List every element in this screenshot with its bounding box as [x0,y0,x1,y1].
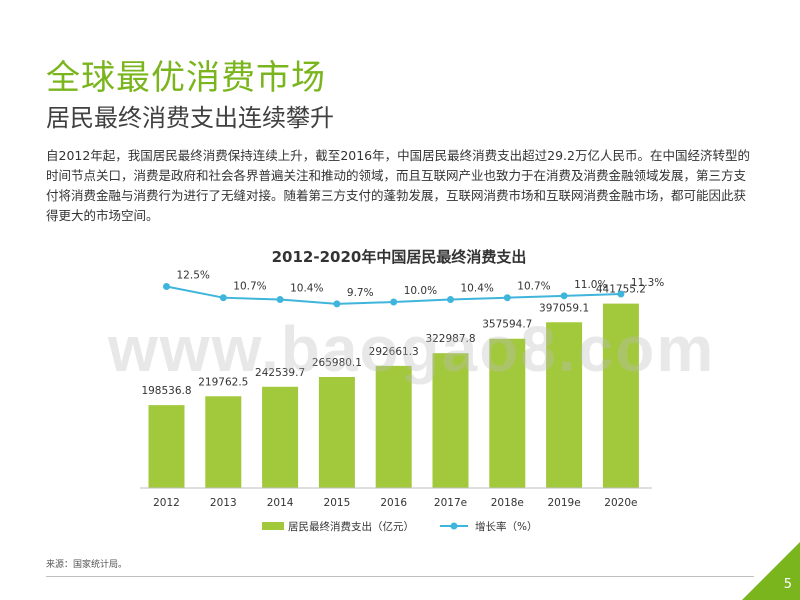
x-tick-label: 2012 [153,497,180,509]
bar-2018e [489,338,526,488]
growth-point-2012 [163,283,170,291]
page-title: 全球最优消费市场 [46,58,326,98]
growth-value-label: 9.7% [347,287,374,299]
source-note: 来源：国家统计局。 [46,560,128,570]
growth-point-2015 [333,300,341,308]
page-number: 5 [783,577,792,592]
x-tick-label: 2015 [324,497,351,509]
x-tick-label: 2016 [380,497,407,509]
chart-legend: 居民最终消费支出（亿元） 增长率（%） [262,520,537,533]
legend-line-label: 增长率（%） [475,520,537,533]
growth-point-2014 [276,296,284,304]
x-tick-label: 2013 [210,497,237,509]
bar-value-label: 242539.7 [255,367,305,379]
x-tick-label: 2017e [434,497,467,509]
bar-value-label: 265980.1 [312,357,362,369]
chart-title: 2012-2020年中国居民最终消费支出 [272,248,527,266]
x-tick-label: 2014 [267,497,294,509]
bar-value-label: 357594.7 [482,319,532,331]
growth-value-label: 10.7% [233,281,266,293]
bar-value-label: 397059.1 [539,302,589,314]
bar-value-label: 198536.8 [141,385,191,397]
growth-point-2013 [219,294,227,302]
footer-divider [46,576,754,577]
legend-bar-swatch [262,522,284,530]
growth-point-2017e [447,296,454,304]
growth-point-2018e [503,294,511,302]
growth-value-label: 10.4% [290,283,323,295]
growth-point-2020e [617,290,625,298]
legend-line-marker [450,522,458,530]
growth-value-label: 10.4% [461,283,494,295]
bar-2016 [375,365,412,488]
bar-2014 [262,386,299,488]
bar-value-label: 219762.5 [198,376,248,388]
growth-value-label: 11.3% [631,277,664,289]
growth-value-label: 10.7% [517,281,550,293]
page-corner-decoration [742,542,800,600]
growth-value-label: 12.5% [177,270,210,282]
growth-point-2016 [390,298,398,306]
bar-value-label: 292661.3 [369,346,419,358]
growth-value-label: 10.0% [404,285,437,297]
bar-2020e [602,303,639,488]
x-tick-label: 2018e [491,497,524,509]
x-tick-label: 2019e [548,497,581,509]
bar-value-label: 322987.8 [425,333,475,345]
consumption-chart: 2012-2020年中国居民最终消费支出 198536.8 219762.5 242… [140,248,664,533]
body-paragraph: 自2012年起，我国居民最终消费保持连续上升，截至2016年，中国居民最终消费支… [46,148,750,223]
bar-2019e [546,322,583,488]
growth-point-2019e [560,292,568,300]
x-tick-label: 2020e [604,497,637,509]
bar-2012 [148,405,185,488]
bar-2015 [318,376,355,488]
bar-value-label: 441755.2 [596,284,646,296]
bar-2017e [432,353,469,488]
legend-bar-label: 居民最终消费支出（亿元） [288,520,414,533]
page-subtitle: 居民最终消费支出连续攀升 [46,104,334,132]
bar-2013 [205,396,242,488]
growth-value-label: 11.0% [574,279,607,291]
